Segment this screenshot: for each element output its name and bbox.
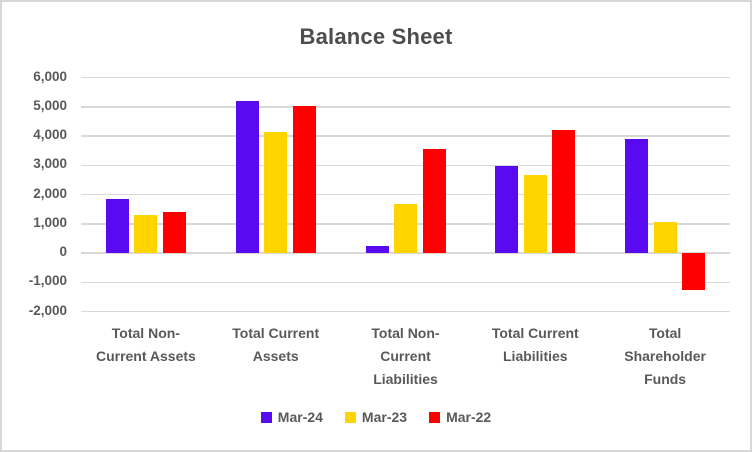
- y-tick-label: 3,000: [33, 156, 67, 172]
- bar-mar-23-cat1: [134, 214, 158, 253]
- y-tick-label: 5,000: [33, 97, 67, 113]
- category-label: Total Current Assets: [232, 325, 320, 364]
- bar-mar-23-cat5: [653, 221, 677, 253]
- gridline: [81, 310, 730, 313]
- bar-mar-22-cat3: [422, 149, 446, 253]
- y-tick-label: -1,000: [28, 273, 67, 289]
- bar-mar-24-cat1: [105, 198, 129, 253]
- y-tick-label: 4,000: [33, 127, 67, 142]
- category-label: Total Shareholder Funds: [624, 325, 706, 387]
- chart-legend: Mar-24 Mar-23 Mar-22: [2, 409, 750, 425]
- bar-mar-24-cat5: [625, 139, 649, 253]
- bar-mar-23-cat4: [523, 174, 547, 253]
- bar-mar-24-cat2: [235, 101, 259, 253]
- chart-title: Balance Sheet: [299, 24, 453, 49]
- gridline: [81, 281, 730, 283]
- gridline: [81, 164, 730, 166]
- bar-mar-23-cat2: [264, 132, 288, 253]
- legend-swatch-icon: [429, 411, 441, 423]
- gridline: [81, 252, 730, 254]
- legend-label: Mar-23: [361, 409, 408, 425]
- legend-label: Mar-22: [446, 409, 492, 425]
- gridline: [81, 106, 730, 108]
- gridline: [81, 76, 730, 79]
- legend-label: Mar-24: [277, 409, 323, 425]
- y-tick-label: 6,000: [33, 68, 67, 84]
- gridline: [81, 193, 730, 196]
- legend-swatch-icon: [260, 411, 272, 423]
- y-tick-label: 1,000: [33, 214, 67, 230]
- bar-mar-22-cat1: [162, 212, 186, 253]
- legend-item-mar-22: Mar-22: [429, 409, 491, 425]
- legend-item-mar-23: Mar-23: [344, 409, 408, 425]
- bar-mar-22-cat5: [682, 253, 706, 291]
- bar-mar-22-cat2: [292, 105, 316, 253]
- bar-mar-22-cat4: [552, 130, 576, 253]
- bar-mar-24-cat3: [365, 245, 389, 253]
- legend-swatch-icon: [344, 411, 356, 423]
- y-tick-label: -2,000: [28, 302, 67, 318]
- y-tick-label: 0: [59, 244, 67, 259]
- category-label: Total Current Liabilities: [491, 325, 579, 364]
- legend-item-mar-24: Mar-24: [260, 409, 323, 425]
- category-label: Total Non- Current Liabilities: [371, 325, 440, 387]
- category-label: Total Non- Current Assets: [95, 325, 196, 364]
- bar-mar-23-cat3: [394, 203, 417, 253]
- gridline: [81, 135, 730, 137]
- y-tick-label: 2,000: [33, 185, 67, 201]
- bar-mar-24-cat4: [495, 165, 519, 253]
